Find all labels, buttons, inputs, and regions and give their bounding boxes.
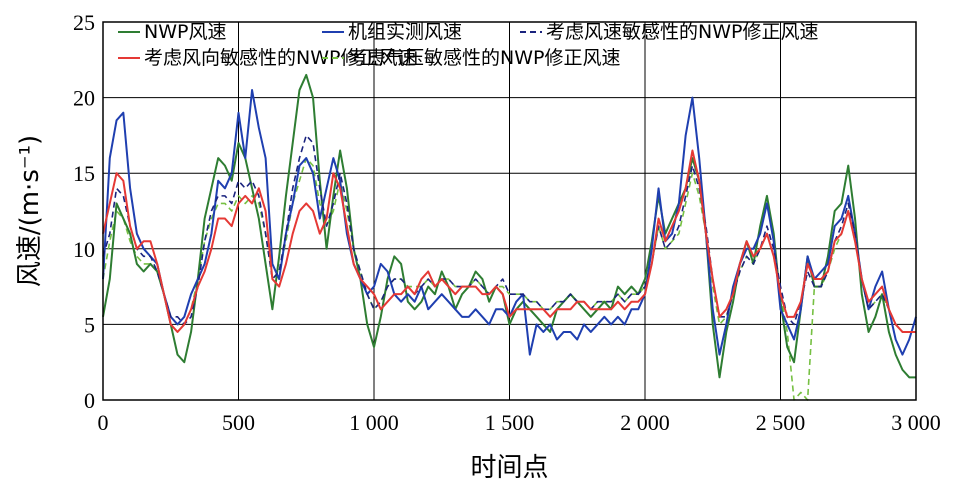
x-tick-label: 500 xyxy=(222,410,255,435)
x-tick-label: 1 500 xyxy=(485,410,535,435)
grid-lines xyxy=(103,22,916,400)
x-tick-label: 2 500 xyxy=(756,410,806,435)
y-axis-ticks: 0 5 10 15 20 25 xyxy=(73,10,95,413)
series-lines xyxy=(102,73,917,401)
x-tick-label: 3 000 xyxy=(891,410,941,435)
legend-label-4: 考虑气压敏感性的NWP修正风速 xyxy=(348,47,620,69)
legend-label-3: 考虑风向敏感性的NWP修正风速 xyxy=(144,47,416,69)
legend: NWP风速 机组实测风速 考虑风速敏感性的NWP修正风速考虑风向敏感性的NWP修正风… xyxy=(118,21,818,69)
legend-label-2: 考虑风速敏感性的NWP修正风速 xyxy=(546,21,818,43)
y-axis-title: 风速/(m·s⁻¹) xyxy=(15,135,45,287)
x-tick-label: 2 000 xyxy=(620,410,670,435)
x-axis-ticks: 0 500 1 000 1 500 2 000 2 500 3 000 xyxy=(98,410,941,435)
y-tick-label: 25 xyxy=(73,10,95,35)
y-tick-label: 15 xyxy=(73,161,95,186)
series-line-3 xyxy=(102,149,916,333)
x-tick-label: 1 000 xyxy=(349,410,399,435)
series-line-2 xyxy=(102,134,916,333)
x-tick-label: 0 xyxy=(98,410,109,435)
legend-label-0: NWP风速 xyxy=(144,21,226,43)
plot-frame xyxy=(102,21,917,401)
y-tick-label: 0 xyxy=(84,388,95,413)
series-line-4 xyxy=(102,157,916,401)
legend-label-1: 机组实测风速 xyxy=(348,21,462,43)
y-tick-label: 5 xyxy=(84,312,95,337)
x-axis-title: 时间点 xyxy=(470,453,548,483)
y-tick-label: 10 xyxy=(73,237,95,262)
y-tick-label: 20 xyxy=(73,86,95,111)
